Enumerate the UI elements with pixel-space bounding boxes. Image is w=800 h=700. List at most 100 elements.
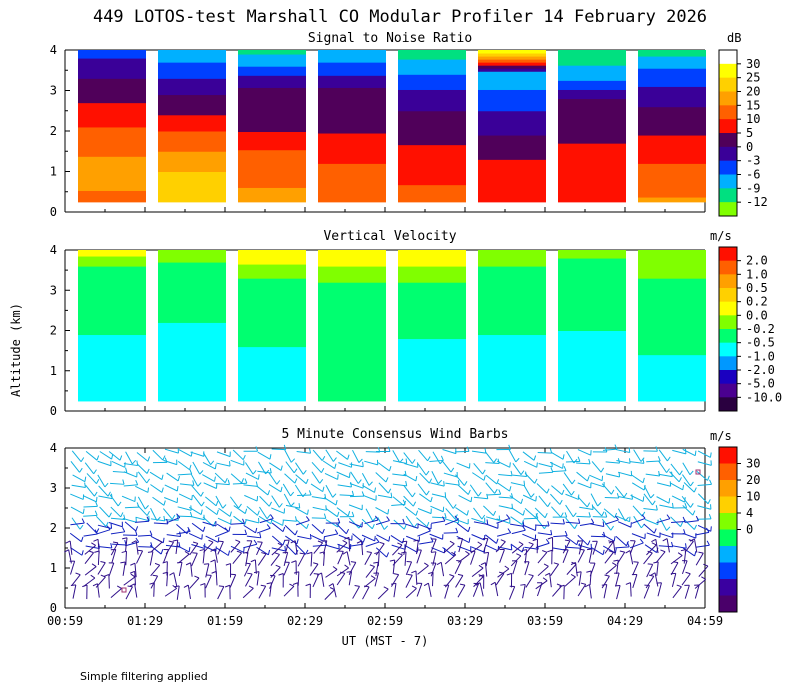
wind-barb	[403, 495, 414, 507]
wind-barb-flag	[201, 534, 203, 540]
wind-barb-flag	[709, 479, 713, 485]
wind-barb-flag	[572, 512, 577, 518]
wind-barb-flag	[383, 586, 389, 590]
wind-barb	[123, 463, 138, 467]
wind-barb-flag	[562, 454, 565, 460]
wind-barb-flag	[520, 584, 526, 586]
heatmap-cell	[398, 308, 466, 315]
heatmap-cell	[558, 257, 626, 259]
wind-barb-flag	[495, 538, 499, 544]
heatmap-cell	[318, 163, 386, 169]
wind-barb	[454, 560, 462, 574]
wind-barb-flag	[676, 584, 682, 588]
heatmap-cell	[238, 346, 306, 349]
heatmap-cell	[78, 156, 146, 162]
wind-barb	[616, 515, 630, 523]
wind-barb	[112, 543, 127, 546]
wind-barb	[589, 584, 592, 599]
heatmap-cell	[478, 364, 546, 373]
snr-colorbar-swatch	[719, 63, 737, 79]
wind-barb	[325, 544, 340, 550]
wind-barb	[311, 461, 322, 473]
wind-barb	[404, 463, 418, 468]
footer-note: Simple filtering applied	[80, 670, 208, 683]
heatmap-cell	[318, 288, 386, 290]
wind-barb-flag	[127, 585, 133, 588]
wind-barb-flag	[342, 551, 348, 555]
heatmap-cell	[238, 253, 306, 258]
wind-barb-flag	[305, 478, 309, 484]
heatmap-cell	[238, 290, 306, 298]
wind-barb	[393, 519, 405, 530]
wind-barb-flag	[178, 541, 181, 548]
wind-barb-flag	[358, 458, 363, 463]
heatmap-cell	[558, 122, 626, 128]
heatmap-cell	[478, 254, 546, 257]
heatmap-cell	[78, 250, 146, 253]
heatmap-cell	[478, 89, 546, 94]
wind-barb	[431, 520, 445, 524]
wind-barb-flag	[309, 448, 312, 454]
heatmap-cell	[318, 250, 386, 255]
wind-barb-flag	[238, 503, 242, 509]
heatmap-cell	[238, 281, 306, 284]
x-tick-label: 00:59	[47, 614, 83, 628]
wind-barb-flag	[290, 540, 296, 544]
wind-barb	[162, 508, 173, 520]
heatmap-cell	[398, 131, 466, 137]
wind-barb	[271, 522, 284, 533]
heatmap-cell	[78, 393, 146, 402]
wind-barb	[565, 535, 578, 546]
heatmap-cell	[158, 118, 226, 124]
wind-barb-flag	[591, 504, 594, 510]
wind-barb-flag	[210, 460, 215, 465]
wind-barb-flag	[436, 561, 442, 566]
wind-barb-flag	[257, 510, 260, 516]
heatmap-cell	[558, 331, 626, 334]
wind-colorbar-label: 4	[746, 506, 753, 520]
wind-barb	[336, 567, 349, 577]
heatmap-cell	[78, 74, 146, 79]
wind-barb	[417, 523, 432, 530]
wind-barb	[95, 576, 106, 588]
heatmap-cell	[158, 198, 226, 203]
heatmap-cell	[238, 117, 306, 123]
wind-barb	[590, 493, 599, 507]
wind-barb-flag	[518, 541, 524, 545]
heatmap-cell	[398, 342, 466, 345]
heatmap-cell	[478, 338, 546, 341]
wind-barb	[259, 506, 268, 520]
wind-barb	[229, 574, 237, 588]
heatmap-cell	[638, 135, 706, 140]
wind-barb	[187, 585, 191, 600]
wind-barb	[496, 460, 510, 468]
wind-barb-flag	[242, 454, 246, 460]
wind-barb	[672, 449, 687, 455]
x-tick-label: 03:29	[447, 614, 483, 628]
wind-barb	[657, 582, 662, 597]
wind-barb-flag	[323, 513, 327, 519]
heatmap-cell	[78, 126, 146, 132]
wind-barb	[656, 561, 659, 576]
wind-barb	[322, 460, 336, 470]
heatmap-cell	[638, 367, 706, 373]
wind-barb	[203, 482, 217, 489]
heatmap-cell	[318, 62, 386, 65]
heatmap-cell	[238, 154, 306, 160]
wind-barb-flag	[96, 479, 100, 484]
wind-barb-flag	[590, 518, 595, 524]
heatmap-cell	[558, 250, 626, 252]
heatmap-cell	[398, 353, 466, 361]
wind-barb	[192, 494, 202, 507]
wind-barb	[165, 541, 174, 555]
wind-barb-flag	[194, 575, 200, 579]
wind-barb	[417, 483, 427, 496]
heatmap-cell	[398, 71, 466, 75]
wind-barb	[510, 543, 523, 553]
wind-barb	[601, 533, 615, 542]
wind-barb-flag	[574, 524, 578, 529]
heatmap-cell	[158, 114, 226, 120]
wind-barb	[188, 506, 202, 515]
heatmap-cell	[638, 377, 706, 383]
wind-barb-flag	[402, 538, 405, 544]
